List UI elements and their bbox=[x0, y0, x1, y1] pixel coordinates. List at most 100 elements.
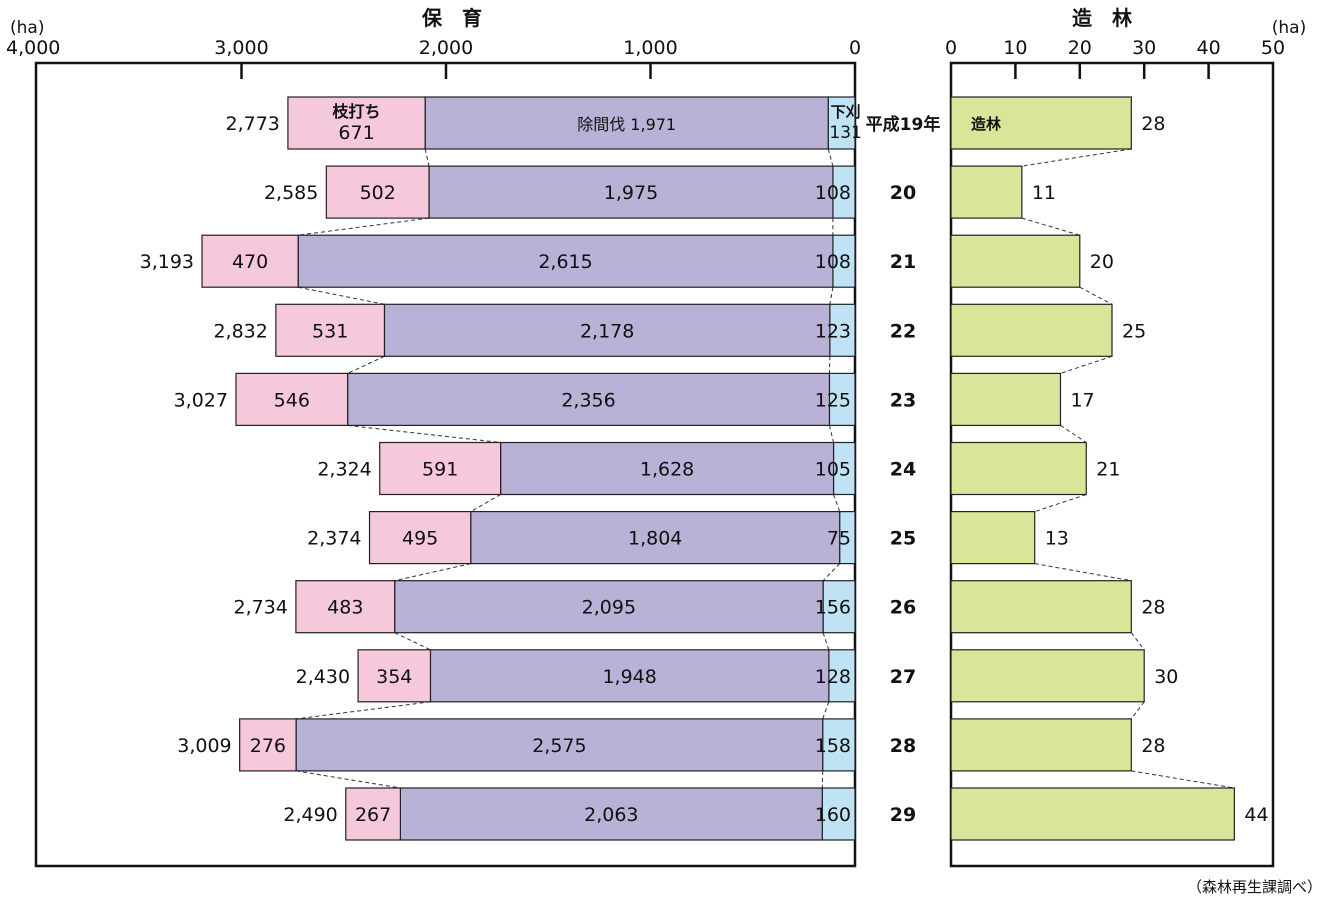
edauchi-value-label: 276 bbox=[250, 735, 286, 757]
edauchi-value-label: 483 bbox=[327, 597, 363, 619]
jokanbatsu-value-label: 2,178 bbox=[580, 320, 634, 342]
zorin-bar bbox=[950, 718, 1132, 772]
zorin-bar bbox=[950, 441, 1087, 496]
total-value-label: 2,832 bbox=[213, 320, 267, 342]
left-x-tick-label: 1,000 bbox=[623, 37, 677, 59]
zorin-value-label: 44 bbox=[1244, 804, 1268, 826]
edauchi-value-label: 591 bbox=[422, 459, 458, 481]
zorin-connector-line bbox=[1079, 286, 1113, 305]
edauchi-bar bbox=[235, 372, 349, 426]
jokanbatsu-value-label: 1,975 bbox=[604, 182, 658, 204]
total-value-label: 2,430 bbox=[296, 666, 350, 688]
zorin-connector-line bbox=[1034, 494, 1087, 513]
jokanbatsu-bar bbox=[429, 649, 830, 703]
jokanbatsu-value-label: 2,356 bbox=[561, 389, 615, 411]
total-value-label: 3,193 bbox=[140, 251, 194, 273]
shitagari-bar bbox=[828, 372, 856, 426]
edauchi-bar bbox=[345, 787, 401, 841]
shitagari-value-label: 125 bbox=[815, 389, 851, 411]
total-value-label: 2,490 bbox=[283, 804, 337, 826]
edauchi-bar bbox=[357, 649, 432, 703]
boundary-connector-line bbox=[296, 701, 431, 720]
edauchi-bar bbox=[368, 511, 472, 565]
zorin-bar bbox=[950, 787, 1235, 841]
edauchi-bar bbox=[295, 580, 396, 634]
shitagari-value-label: 128 bbox=[815, 666, 851, 688]
zorin-value-label: 20 bbox=[1090, 251, 1114, 273]
left-x-tick-label: 4,000 bbox=[6, 37, 60, 59]
edauchi-bar bbox=[201, 234, 299, 288]
jokanbatsu-value-label: 1,628 bbox=[640, 459, 694, 481]
edauchi-value-label: 495 bbox=[402, 528, 438, 550]
zorin-value-label: 25 bbox=[1122, 320, 1146, 342]
shitagari-value-label: 105 bbox=[815, 459, 851, 481]
zorin-bar bbox=[950, 96, 1132, 150]
zorin-value-label: 17 bbox=[1070, 389, 1094, 411]
right-x-tick-label: 20 bbox=[1068, 37, 1092, 59]
left-x-tick-label: 0 bbox=[849, 37, 861, 59]
zorin-value-label: 28 bbox=[1141, 735, 1165, 757]
labels-layer: 平成19年 20 21 22 23 24 25 26 27 28 29 下刈 131 除間伐 1,971 枝… bbox=[140, 102, 1269, 826]
zorin-bar bbox=[950, 649, 1145, 703]
boundary-connector-line bbox=[822, 632, 830, 650]
jokanbatsu-value-label: 1,948 bbox=[602, 666, 656, 688]
category-label: 27 bbox=[890, 666, 916, 688]
jokanbatsu-bar bbox=[295, 718, 824, 772]
jokanbatsu-value-label: 2,575 bbox=[532, 735, 586, 757]
jokanbatsu-value-label: 2,095 bbox=[582, 597, 636, 619]
boundary-connector-line bbox=[424, 148, 430, 167]
edauchi-value-label: 267 bbox=[355, 804, 391, 826]
edauchi-value-label: 546 bbox=[274, 389, 310, 411]
category-label: 23 bbox=[890, 389, 916, 411]
boundary-connector-line bbox=[828, 425, 835, 443]
right-x-tick-label: 50 bbox=[1261, 37, 1285, 59]
jokanbatsu-bar bbox=[399, 787, 823, 841]
boundary-connector-line bbox=[833, 494, 841, 512]
total-value-label: 2,374 bbox=[307, 528, 361, 550]
total-value-label: 3,027 bbox=[174, 389, 228, 411]
category-label: 25 bbox=[890, 528, 916, 550]
jokanbatsu-bar bbox=[428, 165, 834, 219]
category-label: 26 bbox=[890, 597, 916, 619]
jokanbatsu-bar bbox=[500, 441, 835, 496]
edauchi-value-label: 531 bbox=[312, 320, 348, 342]
boundary-connector-line bbox=[827, 148, 834, 167]
shitagari-value-label: 156 bbox=[815, 597, 851, 619]
category-label: 29 bbox=[890, 804, 916, 826]
total-value-label: 2,734 bbox=[233, 597, 287, 619]
zorin-bar bbox=[950, 372, 1062, 426]
jokanbatsu-value-label: 2,615 bbox=[538, 251, 592, 273]
left-unit-label: (ha) bbox=[10, 18, 44, 38]
jokanbatsu-bar bbox=[394, 580, 824, 634]
zorin-value-label: 30 bbox=[1154, 666, 1178, 688]
zorin-value-label: 28 bbox=[1141, 113, 1165, 135]
jokanbatsu-value-label: 除間伐 1,971 bbox=[577, 115, 676, 134]
boundary-connector-line bbox=[296, 770, 401, 789]
zorin-connector-line bbox=[1021, 217, 1080, 236]
edauchi-series-name: 枝打ち bbox=[332, 102, 381, 121]
category-label: 21 bbox=[890, 251, 916, 273]
shitagari-series-name: 下刈 bbox=[831, 103, 861, 121]
zorin-connector-line bbox=[1131, 770, 1235, 789]
category-label: 28 bbox=[890, 735, 916, 757]
total-value-label: 3,009 bbox=[177, 735, 231, 757]
zorin-bar bbox=[950, 580, 1132, 634]
edauchi-value-label: 502 bbox=[360, 182, 396, 204]
jokanbatsu-bar bbox=[424, 96, 829, 150]
edauchi-bar bbox=[287, 96, 426, 150]
boundary-connector-line bbox=[347, 424, 501, 443]
right-x-tick-label: 30 bbox=[1132, 37, 1156, 59]
boundary-connector-line bbox=[298, 217, 430, 236]
shitagari-value-label: 158 bbox=[815, 735, 851, 757]
shitagari-value-label: 75 bbox=[827, 528, 851, 550]
zorin-bar bbox=[950, 165, 1023, 219]
total-value-label: 2,773 bbox=[226, 113, 280, 135]
edauchi-bar bbox=[275, 303, 386, 357]
right-chart-title: 造 林 bbox=[1072, 6, 1132, 30]
zorin-bar bbox=[950, 511, 1036, 565]
bars-layer bbox=[201, 96, 1235, 841]
edauchi-value-label: 671 bbox=[338, 122, 374, 144]
boundary-connector-line bbox=[822, 563, 841, 582]
jokanbatsu-bar bbox=[297, 234, 834, 288]
